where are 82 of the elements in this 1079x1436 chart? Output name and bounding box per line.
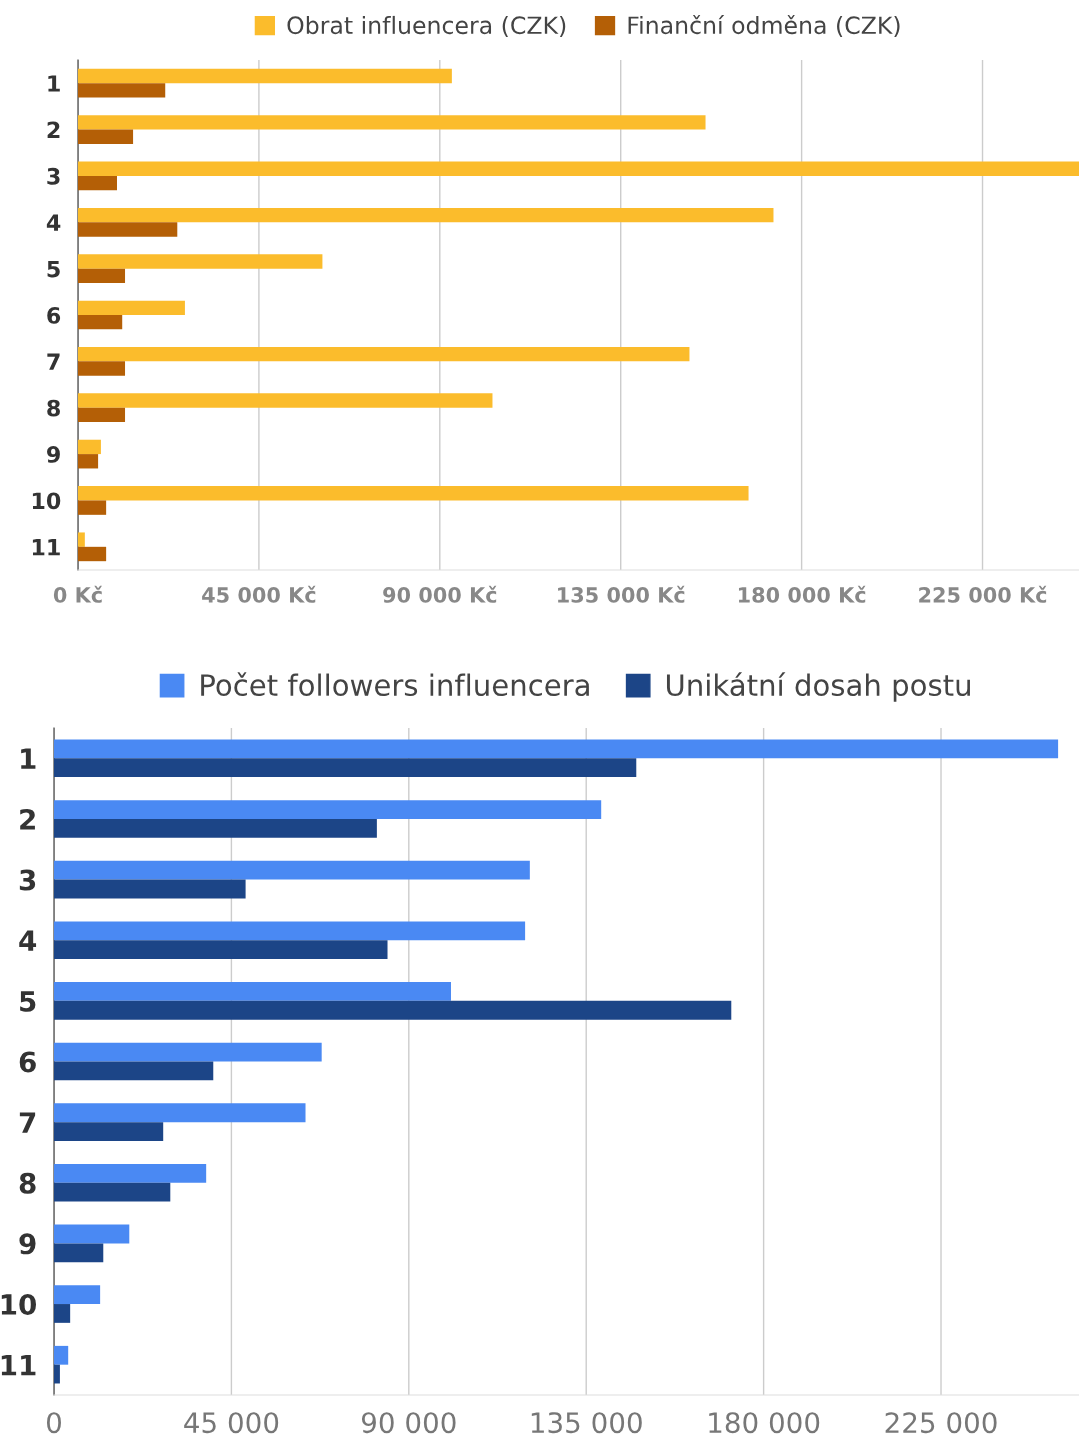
x-tick-label: 135 000 Kč <box>558 585 685 603</box>
bar <box>54 1182 171 1202</box>
x-tick-label: 225 000 <box>885 1412 997 1434</box>
bar <box>54 1122 164 1141</box>
y-tick-label: 1 <box>21 748 36 769</box>
x-tick-label: 45 000 Kč <box>202 585 316 603</box>
bar <box>78 175 117 191</box>
bar <box>78 315 123 330</box>
bar <box>78 222 178 237</box>
bar <box>78 486 749 501</box>
y-tick-label: 9 <box>47 446 60 463</box>
y-tick-label: 9 <box>19 1233 36 1255</box>
bar <box>78 254 323 269</box>
bar <box>54 940 388 960</box>
x-tick-label: 180 000 <box>709 1412 820 1434</box>
y-tick-label: 5 <box>20 991 36 1012</box>
x-tick-label: 45 000 <box>184 1412 279 1434</box>
y-tick-label: 4 <box>46 214 61 231</box>
x-tick-label: 0 <box>46 1412 61 1434</box>
y-tick-label: 4 <box>19 930 37 951</box>
legend-label: Počet followers influencera <box>201 672 589 697</box>
bar <box>54 1364 60 1384</box>
y-tick-label: 10 <box>32 492 61 510</box>
y-tick-label: 1 <box>48 75 60 92</box>
bar <box>78 407 126 423</box>
y-tick-label: 10 <box>1 1293 37 1315</box>
y-tick-label: 2 <box>20 808 35 830</box>
bar <box>78 115 706 130</box>
x-tick-label: 90 000 <box>361 1412 456 1434</box>
legend-label: Obrat influencera (CZK) <box>287 15 566 37</box>
bar <box>54 818 377 838</box>
bar <box>78 129 134 144</box>
bar <box>78 161 1079 176</box>
bar <box>54 1103 306 1123</box>
bar <box>54 1000 732 1020</box>
bar <box>78 268 126 284</box>
bar <box>78 546 107 562</box>
bar <box>54 879 246 899</box>
x-tick-label: 225 000 Kč <box>919 585 1047 603</box>
bar <box>54 1304 71 1323</box>
bar <box>54 1224 130 1244</box>
y-tick-label: 3 <box>19 869 36 891</box>
x-tick-label: 180 000 Kč <box>738 585 866 603</box>
y-tick-label: 11 <box>32 539 60 556</box>
bar <box>78 500 107 515</box>
bar <box>54 921 526 941</box>
y-tick-label: 5 <box>47 260 60 278</box>
bar <box>78 207 774 223</box>
bar <box>54 758 637 778</box>
y-tick-label: 7 <box>19 1112 36 1133</box>
x-tick-label: 135 000 <box>531 1412 642 1434</box>
bar <box>54 982 451 1001</box>
y-tick-label: 11 <box>1 1354 36 1376</box>
bar <box>54 1345 69 1365</box>
bar <box>78 300 185 315</box>
bar <box>78 361 126 376</box>
bar <box>54 739 1059 759</box>
bar <box>54 860 530 880</box>
bar <box>54 1243 104 1263</box>
legend-label: Unikátní dosah postu <box>666 672 970 702</box>
y-tick-label: 2 <box>47 121 60 138</box>
bar <box>78 439 101 455</box>
bar <box>78 393 493 408</box>
y-tick-label: 6 <box>19 1051 36 1073</box>
bar <box>54 1163 207 1183</box>
bar <box>78 454 99 469</box>
bar <box>54 1285 101 1305</box>
bar <box>78 532 85 547</box>
y-tick-label: 8 <box>47 399 60 417</box>
y-tick-label: 6 <box>47 306 61 324</box>
x-tick-label: 0 Kč <box>53 585 102 603</box>
y-tick-label: 3 <box>47 167 60 185</box>
x-tick-label: 90 000 Kč <box>383 585 497 603</box>
bar <box>78 68 452 84</box>
y-tick-label: 8 <box>19 1172 36 1194</box>
bar <box>54 800 602 819</box>
bar <box>78 346 690 362</box>
bar <box>54 1042 322 1062</box>
legend-label: Finanční odměna (CZK) <box>628 14 900 37</box>
bar <box>54 1061 214 1081</box>
bar <box>78 83 166 98</box>
y-tick-label: 7 <box>47 353 60 370</box>
